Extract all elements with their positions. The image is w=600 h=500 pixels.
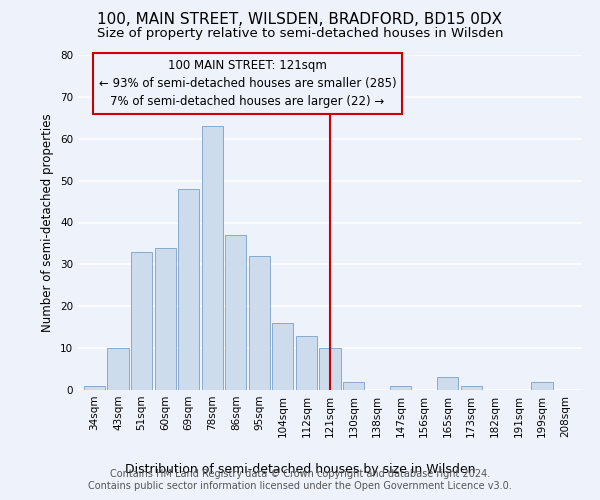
Bar (202, 126, 223, 390)
Bar (343, 382, 364, 390)
Bar (178, 189, 199, 390)
Bar (107, 348, 128, 390)
Text: Size of property relative to semi-detached houses in Wilsden: Size of property relative to semi-detach… (97, 28, 503, 40)
Text: 100, MAIN STREET, WILSDEN, BRADFORD, BD15 0DX: 100, MAIN STREET, WILSDEN, BRADFORD, BD1… (97, 12, 503, 28)
Bar (249, 256, 270, 390)
Text: 100 MAIN STREET: 121sqm
← 93% of semi-detached houses are smaller (285)
7% of se: 100 MAIN STREET: 121sqm ← 93% of semi-de… (99, 59, 397, 108)
Bar (272, 323, 293, 390)
Bar (461, 386, 482, 390)
Bar (532, 382, 553, 390)
Y-axis label: Number of semi-detached properties: Number of semi-detached properties (41, 113, 55, 332)
Bar (296, 336, 317, 390)
Bar (225, 235, 247, 390)
Text: Contains HM Land Registry data © Crown copyright and database right 2024.
Contai: Contains HM Land Registry data © Crown c… (88, 470, 512, 491)
Text: Distribution of semi-detached houses by size in Wilsden: Distribution of semi-detached houses by … (125, 462, 475, 475)
Bar (131, 252, 152, 390)
Bar (437, 378, 458, 390)
Bar (84, 386, 105, 390)
Bar (155, 248, 176, 390)
Bar (390, 386, 411, 390)
Bar (319, 348, 341, 390)
